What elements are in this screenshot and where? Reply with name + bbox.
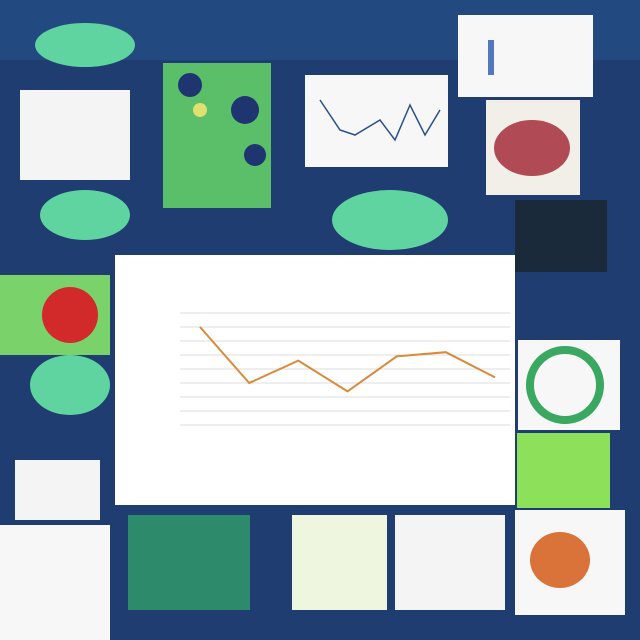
spot — [231, 96, 259, 124]
map-card — [292, 515, 387, 610]
mini-line — [319, 99, 441, 142]
spot — [244, 144, 266, 166]
table-card — [20, 90, 130, 180]
ring — [526, 346, 604, 424]
spot — [178, 73, 202, 97]
green-badge — [30, 355, 110, 415]
data-line — [199, 326, 496, 393]
mini-bar — [488, 40, 494, 75]
green-badge — [332, 190, 448, 250]
dark-chart-card — [515, 200, 607, 272]
plot — [180, 312, 510, 426]
line-card — [305, 75, 448, 167]
text-card — [395, 515, 505, 610]
green-badge — [35, 23, 135, 67]
bar-card — [15, 460, 100, 520]
bar-card — [458, 15, 593, 97]
organ — [530, 532, 590, 588]
sketch-card — [0, 525, 110, 640]
red-blob — [42, 287, 98, 343]
spot — [193, 103, 207, 117]
green-badge — [40, 190, 130, 240]
green-card — [517, 433, 610, 508]
grid-card — [128, 515, 250, 610]
organ — [494, 120, 570, 176]
chart-panel — [115, 255, 515, 505]
